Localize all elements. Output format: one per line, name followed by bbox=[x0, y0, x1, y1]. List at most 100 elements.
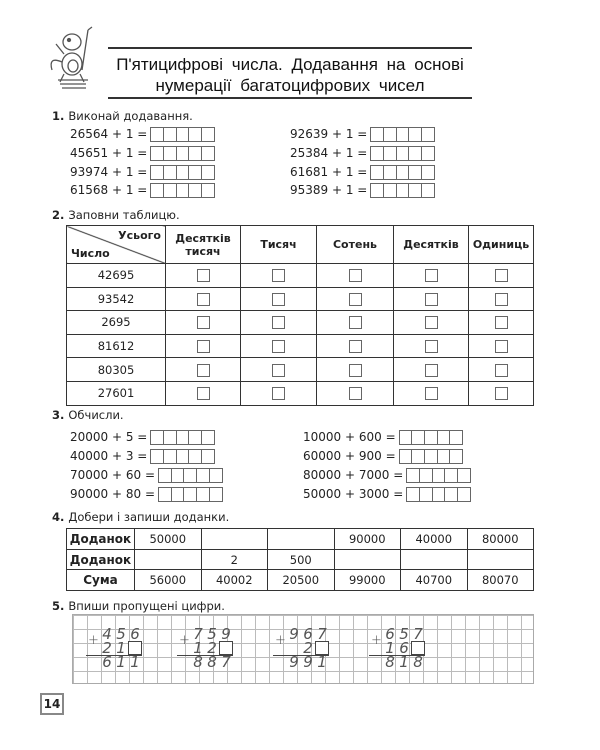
answer-cell[interactable] bbox=[240, 286, 317, 312]
digit-box[interactable] bbox=[457, 467, 472, 483]
answer-cell[interactable] bbox=[468, 357, 534, 382]
answer-cell[interactable] bbox=[240, 333, 317, 359]
answer-cell[interactable] bbox=[393, 357, 469, 382]
answer-cell[interactable] bbox=[165, 380, 241, 406]
answer-box[interactable] bbox=[196, 269, 210, 283]
digit-box[interactable] bbox=[449, 448, 464, 464]
empty-cell[interactable] bbox=[200, 528, 268, 550]
digit-box[interactable] bbox=[449, 429, 464, 445]
answer-boxes[interactable] bbox=[158, 486, 223, 502]
answer-cell[interactable] bbox=[393, 263, 469, 288]
answer-box[interactable] bbox=[424, 387, 438, 401]
answer-boxes[interactable] bbox=[398, 429, 464, 445]
digit-box[interactable] bbox=[421, 182, 436, 198]
digit-box[interactable] bbox=[201, 448, 216, 464]
answer-boxes[interactable] bbox=[150, 145, 216, 161]
answer-box[interactable] bbox=[494, 363, 508, 377]
answer-boxes[interactable] bbox=[150, 429, 216, 445]
digit-box[interactable] bbox=[421, 145, 436, 161]
answer-box[interactable] bbox=[272, 316, 285, 330]
answer-box[interactable] bbox=[494, 340, 508, 354]
answer-cell[interactable] bbox=[468, 263, 534, 288]
answer-boxes[interactable] bbox=[370, 182, 436, 198]
answer-box[interactable] bbox=[424, 316, 438, 330]
digit-box[interactable] bbox=[208, 486, 223, 502]
answer-box[interactable] bbox=[272, 340, 285, 354]
answer-box[interactable] bbox=[424, 269, 438, 283]
answer-box[interactable] bbox=[494, 292, 508, 306]
digit-box[interactable] bbox=[201, 182, 216, 198]
empty-cell[interactable] bbox=[333, 548, 401, 571]
empty-cell[interactable] bbox=[134, 548, 202, 571]
digit-box[interactable] bbox=[457, 486, 472, 502]
answer-cell[interactable] bbox=[468, 286, 534, 312]
answer-box[interactable] bbox=[196, 292, 210, 306]
digit-box[interactable] bbox=[201, 164, 216, 180]
answer-box[interactable] bbox=[424, 363, 438, 377]
answer-box[interactable] bbox=[272, 269, 285, 283]
answer-boxes[interactable] bbox=[158, 467, 223, 483]
answer-box[interactable] bbox=[196, 340, 210, 354]
answer-boxes[interactable] bbox=[406, 486, 472, 502]
answer-box[interactable] bbox=[348, 340, 362, 354]
answer-cell[interactable] bbox=[165, 310, 241, 335]
answer-cell[interactable] bbox=[316, 310, 394, 335]
answer-cell[interactable] bbox=[393, 333, 469, 359]
answer-cell[interactable] bbox=[240, 263, 317, 288]
answer-box[interactable] bbox=[348, 363, 362, 377]
answer-cell[interactable] bbox=[240, 357, 317, 382]
answer-cell[interactable] bbox=[165, 357, 241, 382]
answer-box[interactable] bbox=[494, 316, 508, 330]
answer-cell[interactable] bbox=[165, 263, 241, 288]
answer-box[interactable] bbox=[272, 387, 285, 401]
empty-cell[interactable] bbox=[400, 548, 468, 571]
answer-box[interactable] bbox=[424, 340, 438, 354]
empty-cell[interactable] bbox=[466, 548, 534, 571]
answer-cell[interactable] bbox=[468, 380, 534, 406]
answer-box[interactable] bbox=[196, 387, 210, 401]
answer-cell[interactable] bbox=[165, 333, 241, 359]
answer-box[interactable] bbox=[272, 292, 285, 306]
answer-cell[interactable] bbox=[316, 263, 394, 288]
answer-cell[interactable] bbox=[316, 357, 394, 382]
answer-boxes[interactable] bbox=[150, 182, 216, 198]
answer-cell[interactable] bbox=[240, 310, 317, 335]
answer-boxes[interactable] bbox=[406, 467, 472, 483]
answer-cell[interactable] bbox=[393, 286, 469, 312]
answer-box[interactable] bbox=[348, 292, 362, 306]
answer-box[interactable] bbox=[424, 292, 438, 306]
answer-cell[interactable] bbox=[165, 286, 241, 312]
answer-boxes[interactable] bbox=[150, 126, 216, 142]
missing-digit-box[interactable] bbox=[128, 641, 142, 655]
answer-box[interactable] bbox=[348, 269, 362, 283]
answer-box[interactable] bbox=[196, 316, 210, 330]
missing-digit-box[interactable] bbox=[411, 641, 425, 655]
answer-box[interactable] bbox=[494, 269, 508, 283]
answer-box[interactable] bbox=[348, 387, 362, 401]
answer-boxes[interactable] bbox=[370, 164, 436, 180]
digit-box[interactable] bbox=[201, 126, 216, 142]
digit-box[interactable] bbox=[201, 145, 216, 161]
answer-cell[interactable] bbox=[393, 380, 469, 406]
digit-box[interactable] bbox=[201, 429, 216, 445]
answer-box[interactable] bbox=[348, 316, 362, 330]
answer-boxes[interactable] bbox=[150, 164, 216, 180]
answer-boxes[interactable] bbox=[370, 145, 436, 161]
answer-boxes[interactable] bbox=[150, 448, 216, 464]
answer-box[interactable] bbox=[196, 363, 210, 377]
answer-box[interactable] bbox=[272, 363, 285, 377]
digit-box[interactable] bbox=[421, 164, 436, 180]
missing-digit-box[interactable] bbox=[315, 641, 329, 655]
digit-box[interactable] bbox=[208, 467, 223, 483]
answer-cell[interactable] bbox=[240, 380, 317, 406]
answer-box[interactable] bbox=[494, 387, 508, 401]
answer-cell[interactable] bbox=[468, 333, 534, 359]
answer-cell[interactable] bbox=[316, 286, 394, 312]
answer-boxes[interactable] bbox=[370, 126, 436, 142]
answer-boxes[interactable] bbox=[398, 448, 464, 464]
answer-cell[interactable] bbox=[316, 333, 394, 359]
missing-digit-box[interactable] bbox=[219, 641, 233, 655]
answer-cell[interactable] bbox=[316, 380, 394, 406]
digit-box[interactable] bbox=[421, 126, 436, 142]
answer-cell[interactable] bbox=[393, 310, 469, 335]
